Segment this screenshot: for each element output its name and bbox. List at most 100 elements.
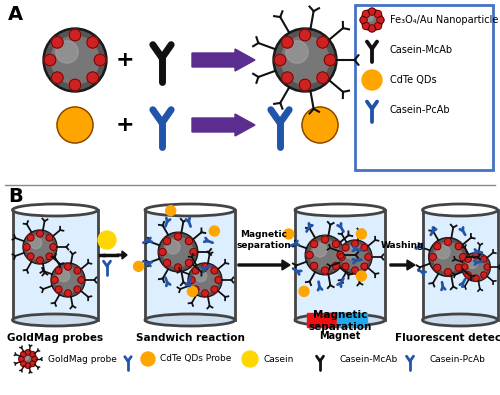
FancyArrow shape xyxy=(192,114,255,136)
FancyBboxPatch shape xyxy=(145,210,235,320)
Circle shape xyxy=(299,286,309,296)
FancyBboxPatch shape xyxy=(295,210,385,320)
Text: Casein-McAb: Casein-McAb xyxy=(390,45,453,55)
Circle shape xyxy=(465,256,471,262)
Circle shape xyxy=(215,276,222,283)
Circle shape xyxy=(317,37,328,48)
Circle shape xyxy=(434,264,441,271)
Circle shape xyxy=(46,234,53,241)
Ellipse shape xyxy=(12,314,98,326)
Circle shape xyxy=(22,353,35,365)
FancyBboxPatch shape xyxy=(422,210,498,320)
Circle shape xyxy=(52,276,58,283)
Circle shape xyxy=(163,237,193,267)
Circle shape xyxy=(434,243,462,271)
Circle shape xyxy=(192,267,199,274)
Text: Casein-PcAb: Casein-PcAb xyxy=(390,105,450,115)
Circle shape xyxy=(52,37,63,48)
Circle shape xyxy=(360,17,367,24)
Circle shape xyxy=(342,244,349,251)
Circle shape xyxy=(134,261,143,271)
Circle shape xyxy=(430,254,436,261)
Text: Casein-McAb: Casein-McAb xyxy=(340,354,398,363)
Circle shape xyxy=(158,232,198,272)
Circle shape xyxy=(276,30,334,89)
Text: +: + xyxy=(116,50,134,70)
Circle shape xyxy=(25,363,31,369)
Circle shape xyxy=(24,244,30,250)
Circle shape xyxy=(23,354,29,360)
Circle shape xyxy=(307,237,343,273)
Circle shape xyxy=(274,54,286,66)
Bar xyxy=(307,313,337,327)
Text: Casein-PcAb: Casein-PcAb xyxy=(430,354,486,363)
Circle shape xyxy=(186,260,192,267)
Circle shape xyxy=(74,267,81,274)
Circle shape xyxy=(64,290,71,297)
Circle shape xyxy=(141,352,155,366)
Circle shape xyxy=(332,262,340,269)
Bar xyxy=(337,313,367,327)
Text: A: A xyxy=(8,5,23,24)
Circle shape xyxy=(202,290,208,297)
FancyBboxPatch shape xyxy=(355,5,493,170)
Circle shape xyxy=(317,72,328,83)
Circle shape xyxy=(30,237,42,249)
Circle shape xyxy=(52,264,84,295)
Circle shape xyxy=(55,267,62,274)
Circle shape xyxy=(55,286,62,293)
Circle shape xyxy=(25,350,31,355)
FancyArrow shape xyxy=(390,260,415,270)
Ellipse shape xyxy=(12,204,98,216)
Circle shape xyxy=(473,275,479,281)
Circle shape xyxy=(313,243,327,257)
Circle shape xyxy=(23,230,57,264)
Circle shape xyxy=(337,251,344,259)
Circle shape xyxy=(465,272,471,278)
Circle shape xyxy=(27,253,34,260)
Circle shape xyxy=(190,248,197,256)
Circle shape xyxy=(324,54,336,66)
Circle shape xyxy=(195,270,206,282)
Circle shape xyxy=(361,263,368,270)
Text: CdTe QDs: CdTe QDs xyxy=(390,75,436,85)
Circle shape xyxy=(462,264,468,270)
Circle shape xyxy=(57,107,93,143)
Circle shape xyxy=(362,23,370,30)
Circle shape xyxy=(342,263,349,270)
Text: +: + xyxy=(116,115,134,135)
Circle shape xyxy=(362,10,382,30)
Circle shape xyxy=(27,234,53,260)
Circle shape xyxy=(480,256,487,262)
Circle shape xyxy=(340,241,370,273)
Circle shape xyxy=(174,264,182,271)
Circle shape xyxy=(281,36,329,84)
Text: Magnet: Magnet xyxy=(320,331,360,341)
Circle shape xyxy=(52,72,63,83)
Text: Casein: Casein xyxy=(264,354,294,363)
Circle shape xyxy=(310,240,340,270)
Circle shape xyxy=(87,72,99,83)
Text: B: B xyxy=(8,187,23,206)
Circle shape xyxy=(455,243,462,250)
Circle shape xyxy=(87,37,99,48)
Circle shape xyxy=(24,231,56,263)
Circle shape xyxy=(20,351,36,367)
Circle shape xyxy=(434,243,441,250)
Circle shape xyxy=(368,25,376,32)
Circle shape xyxy=(164,260,170,267)
Circle shape xyxy=(366,13,373,21)
Circle shape xyxy=(338,254,345,260)
Circle shape xyxy=(352,240,358,247)
Circle shape xyxy=(30,361,36,367)
Circle shape xyxy=(56,41,78,63)
Circle shape xyxy=(94,54,106,66)
Circle shape xyxy=(188,263,222,297)
Circle shape xyxy=(362,10,370,18)
Circle shape xyxy=(159,248,166,256)
Circle shape xyxy=(50,244,56,250)
Circle shape xyxy=(361,244,368,251)
Circle shape xyxy=(374,10,382,18)
Circle shape xyxy=(69,29,81,41)
Circle shape xyxy=(430,239,466,275)
